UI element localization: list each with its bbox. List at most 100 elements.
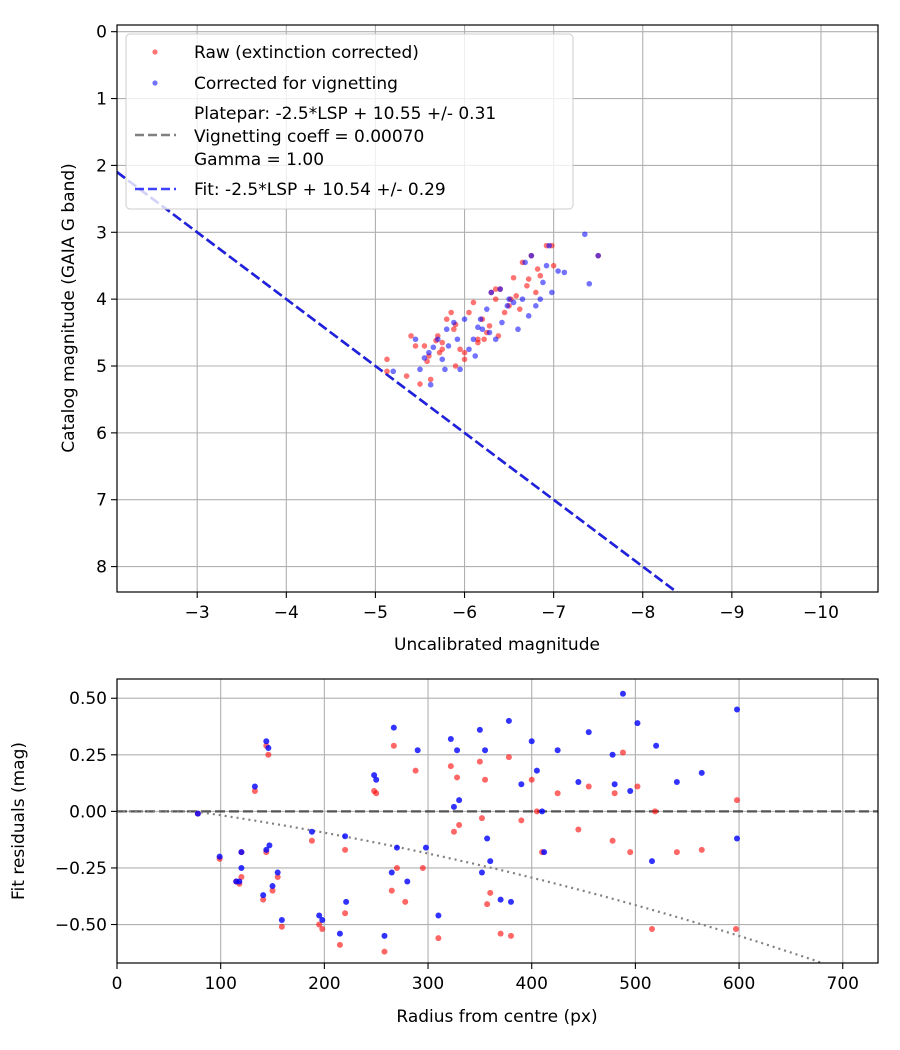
y-tick-label: −0.25: [55, 859, 107, 879]
legend-platepar-line1: Platepar: -2.5*LSP + 10.55 +/- 0.31: [194, 104, 496, 124]
corrected-point: [461, 316, 468, 322]
x-tick-label: −9: [719, 603, 744, 623]
fit-line: [117, 171, 679, 592]
corrected-point: [442, 366, 448, 373]
bottom-points: [194, 690, 740, 955]
x-tick-label: 300: [412, 974, 444, 994]
corrected-point: [554, 747, 561, 754]
bottom-reference-lines: [117, 810, 878, 963]
raw-point: [342, 910, 349, 917]
corrected-point: [510, 299, 517, 306]
corrected-point: [648, 858, 655, 865]
legend-platepar-line2: Vignetting coeff = 0.00070: [194, 127, 424, 147]
raw-point: [402, 898, 409, 905]
raw-point: [673, 849, 680, 856]
x-tick-label: 0: [112, 974, 123, 994]
top-fit-lines: [117, 171, 679, 592]
bottom-x-ticks: 0 100 200 300 400 500 600 700: [112, 963, 859, 994]
corrected-point: [673, 778, 680, 785]
raw-point: [238, 874, 245, 881]
raw-point: [412, 767, 419, 774]
top-x-ticks: −3 −4 −5 −6 −7 −8 −9 −10: [185, 592, 839, 623]
corrected-point: [537, 296, 544, 302]
corrected-point: [422, 844, 429, 851]
corrected-point: [627, 788, 634, 795]
corrected-point: [484, 835, 491, 842]
corrected-point: [484, 306, 490, 312]
corrected-point: [486, 329, 493, 336]
raw-point: [492, 296, 499, 302]
raw-point: [533, 808, 540, 815]
corrected-point: [466, 346, 472, 353]
top-points: [384, 231, 601, 388]
raw-point: [274, 874, 281, 881]
raw-point: [452, 363, 459, 369]
corrected-point: [528, 738, 535, 745]
top-legend: Raw (extinction corrected) Corrected for…: [125, 33, 574, 210]
raw-point: [634, 783, 641, 790]
corrected-point: [634, 720, 641, 727]
top-y-axis-label: Catalog magnitude (GAIA G band): [59, 163, 79, 453]
corrected-point: [435, 912, 442, 919]
corrected-point: [412, 336, 419, 343]
raw-point: [513, 292, 520, 299]
bottom-grid: [116, 679, 878, 963]
y-tick-label: 0.25: [69, 746, 107, 766]
raw-point: [251, 788, 258, 795]
bottom-x-axis-label: Radius from centre (px): [396, 1007, 597, 1027]
corrected-point: [238, 849, 245, 856]
corrected-point: [427, 381, 434, 388]
corrected-point: [543, 262, 550, 269]
corrected-point: [454, 747, 461, 754]
raw-point: [475, 336, 481, 343]
raw-point: [478, 815, 485, 822]
raw-point: [278, 923, 285, 930]
legend-corrected-label: Corrected for vignetting: [194, 74, 398, 94]
corrected-point: [533, 767, 540, 774]
corrected-point: [426, 349, 432, 356]
corrected-point: [698, 769, 705, 776]
raw-point: [482, 776, 489, 783]
corrected-point: [733, 835, 740, 842]
raw-point: [381, 948, 388, 955]
raw-point: [537, 272, 544, 279]
top-axes-frame: [116, 24, 879, 593]
corrected-point: [414, 747, 421, 754]
corrected-point: [497, 896, 504, 903]
x-tick-label: −10: [803, 603, 839, 623]
vignetting-model-curve: [117, 810, 826, 963]
legend-raw-label: Raw (extinction corrected): [194, 43, 419, 63]
corrected-point: [393, 844, 400, 851]
y-tick-label: 0: [96, 23, 107, 43]
corrected-point: [561, 269, 568, 276]
corrected-point: [499, 319, 505, 326]
residuals-scatter-plot: 0 100 200 300 400 500 600 700 0.50 0.25 0.00 −0.25…: [9, 678, 879, 1027]
corrected-point: [443, 326, 450, 333]
legend-fit-label: Fit: -2.5*LSP + 10.54 +/- 0.29: [194, 180, 446, 200]
corrected-point: [417, 366, 423, 373]
raw-point: [403, 373, 410, 379]
raw-point: [533, 289, 539, 296]
raw-point: [427, 376, 434, 383]
corrected-point: [733, 706, 740, 713]
raw-point: [528, 776, 535, 783]
x-tick-label: −7: [541, 603, 566, 623]
corrected-point: [274, 869, 281, 876]
corrected-point: [194, 810, 201, 817]
raw-point: [516, 306, 523, 312]
raw-point: [476, 758, 483, 765]
raw-point: [484, 901, 491, 908]
top-x-axis-label: Uncalibrated magnitude: [394, 635, 600, 655]
legend-box: [125, 33, 574, 210]
corrected-point: [278, 917, 285, 924]
raw-point: [534, 266, 541, 272]
raw-point: [470, 299, 477, 306]
raw-point: [439, 339, 446, 346]
corrected-point: [609, 751, 616, 758]
corrected-point: [525, 313, 532, 319]
raw-point: [550, 262, 557, 269]
raw-point: [390, 742, 397, 749]
x-tick-label: −8: [630, 603, 655, 623]
corrected-point: [539, 808, 546, 815]
raw-point: [448, 309, 454, 316]
